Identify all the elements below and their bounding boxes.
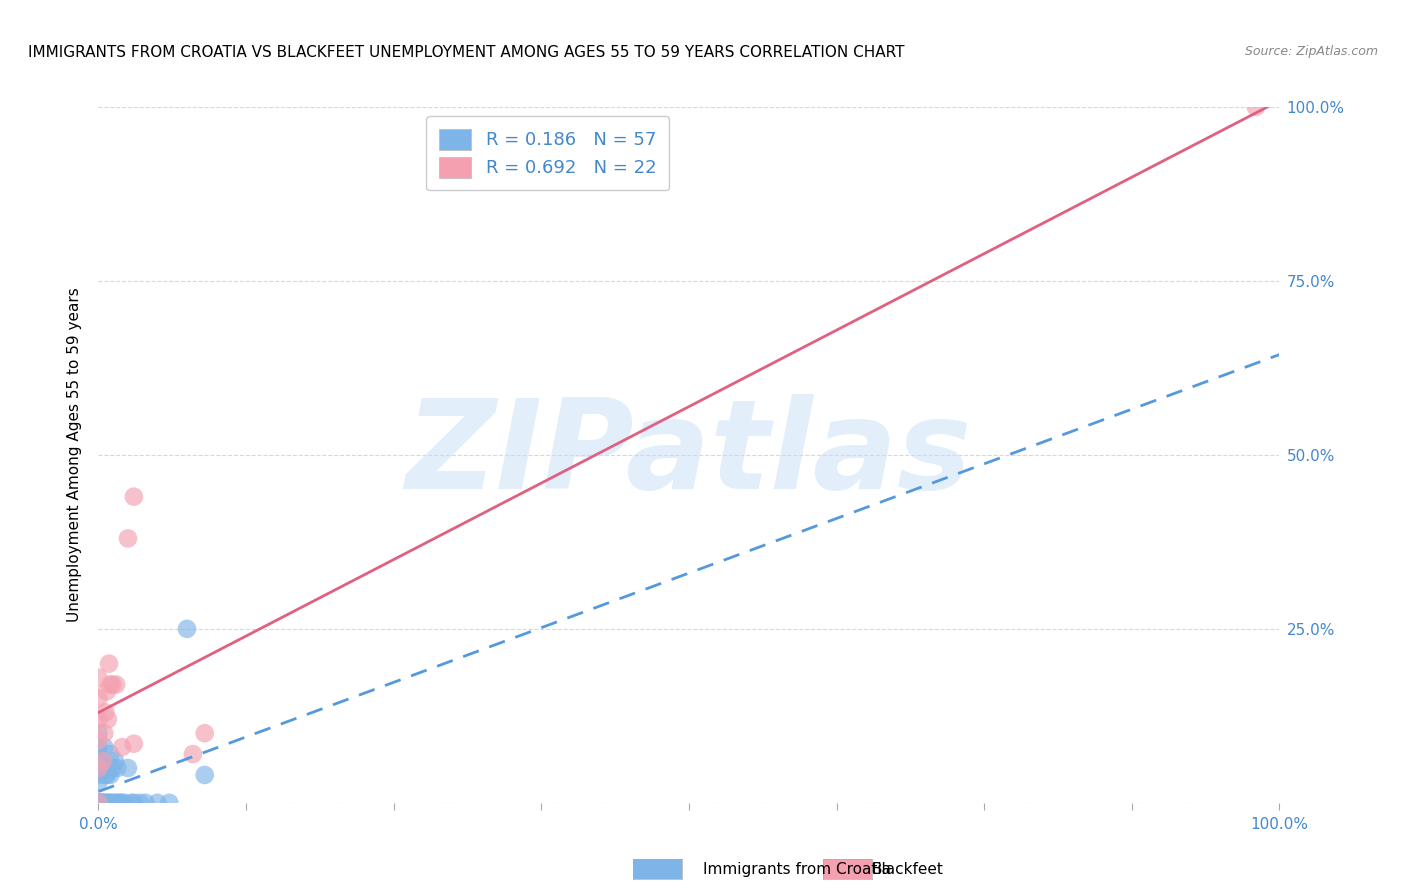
- Point: [98, 796, 121, 810]
- Point: [93, 726, 115, 740]
- Point: [111, 740, 134, 755]
- Point: [101, 761, 124, 775]
- Point: [105, 761, 128, 775]
- Point: [91, 761, 114, 775]
- Point: [87, 796, 110, 810]
- Point: [96, 768, 118, 782]
- Point: [87, 726, 110, 740]
- Point: [87, 796, 110, 810]
- Point: [117, 532, 139, 546]
- Point: [98, 657, 121, 671]
- Point: [91, 796, 114, 810]
- Point: [194, 768, 217, 782]
- Point: [105, 796, 128, 810]
- Point: [87, 796, 110, 810]
- Point: [98, 677, 121, 691]
- Point: [105, 677, 128, 691]
- Point: [87, 712, 110, 726]
- Point: [96, 684, 118, 698]
- Point: [97, 796, 120, 810]
- Point: [87, 671, 110, 685]
- Point: [87, 761, 110, 775]
- Point: [157, 796, 180, 810]
- Point: [122, 796, 145, 810]
- Legend: R = 0.186   N = 57, R = 0.692   N = 22: R = 0.186 N = 57, R = 0.692 N = 22: [426, 116, 669, 190]
- Point: [103, 796, 125, 810]
- Text: Immigrants from Croatia: Immigrants from Croatia: [703, 863, 891, 877]
- Point: [97, 761, 120, 775]
- Point: [91, 796, 114, 810]
- Point: [146, 796, 169, 810]
- Point: [87, 733, 110, 747]
- Point: [94, 796, 117, 810]
- Point: [107, 796, 129, 810]
- Point: [87, 796, 110, 810]
- Point: [176, 622, 198, 636]
- Point: [89, 768, 111, 782]
- Point: [90, 796, 112, 810]
- Text: Source: ZipAtlas.com: Source: ZipAtlas.com: [1244, 45, 1378, 58]
- Point: [87, 796, 110, 810]
- Point: [87, 796, 110, 810]
- Point: [128, 796, 150, 810]
- Point: [117, 761, 139, 775]
- Point: [87, 796, 110, 810]
- Point: [1244, 100, 1267, 114]
- Text: ZIPatlas: ZIPatlas: [406, 394, 972, 516]
- Point: [122, 737, 145, 751]
- Point: [181, 747, 204, 761]
- Point: [87, 796, 110, 810]
- Point: [87, 740, 110, 755]
- Y-axis label: Unemployment Among Ages 55 to 59 years: Unemployment Among Ages 55 to 59 years: [67, 287, 83, 623]
- Point: [100, 796, 122, 810]
- Point: [98, 768, 121, 782]
- Point: [93, 796, 115, 810]
- Point: [87, 691, 110, 706]
- Point: [94, 706, 117, 720]
- Point: [111, 796, 134, 810]
- Point: [87, 761, 110, 775]
- Point: [87, 796, 110, 810]
- Text: Blackfeet: Blackfeet: [872, 863, 943, 877]
- Point: [87, 796, 110, 810]
- Point: [87, 796, 110, 810]
- Point: [93, 740, 115, 755]
- Point: [87, 796, 110, 810]
- Text: IMMIGRANTS FROM CROATIA VS BLACKFEET UNEMPLOYMENT AMONG AGES 55 TO 59 YEARS CORR: IMMIGRANTS FROM CROATIA VS BLACKFEET UNE…: [28, 45, 904, 60]
- Point: [135, 796, 157, 810]
- Point: [112, 796, 135, 810]
- Point: [87, 796, 110, 810]
- Point: [87, 796, 110, 810]
- Point: [91, 754, 114, 768]
- Point: [98, 747, 121, 761]
- Point: [108, 796, 131, 810]
- Point: [91, 761, 114, 775]
- Point: [89, 796, 111, 810]
- Point: [87, 775, 110, 789]
- Point: [121, 796, 143, 810]
- Point: [87, 796, 110, 810]
- Point: [194, 726, 217, 740]
- Point: [101, 677, 124, 691]
- Point: [87, 747, 110, 761]
- Point: [87, 796, 110, 810]
- Point: [122, 490, 145, 504]
- Point: [94, 768, 117, 782]
- Point: [104, 754, 127, 768]
- Point: [90, 754, 112, 768]
- Point: [97, 712, 120, 726]
